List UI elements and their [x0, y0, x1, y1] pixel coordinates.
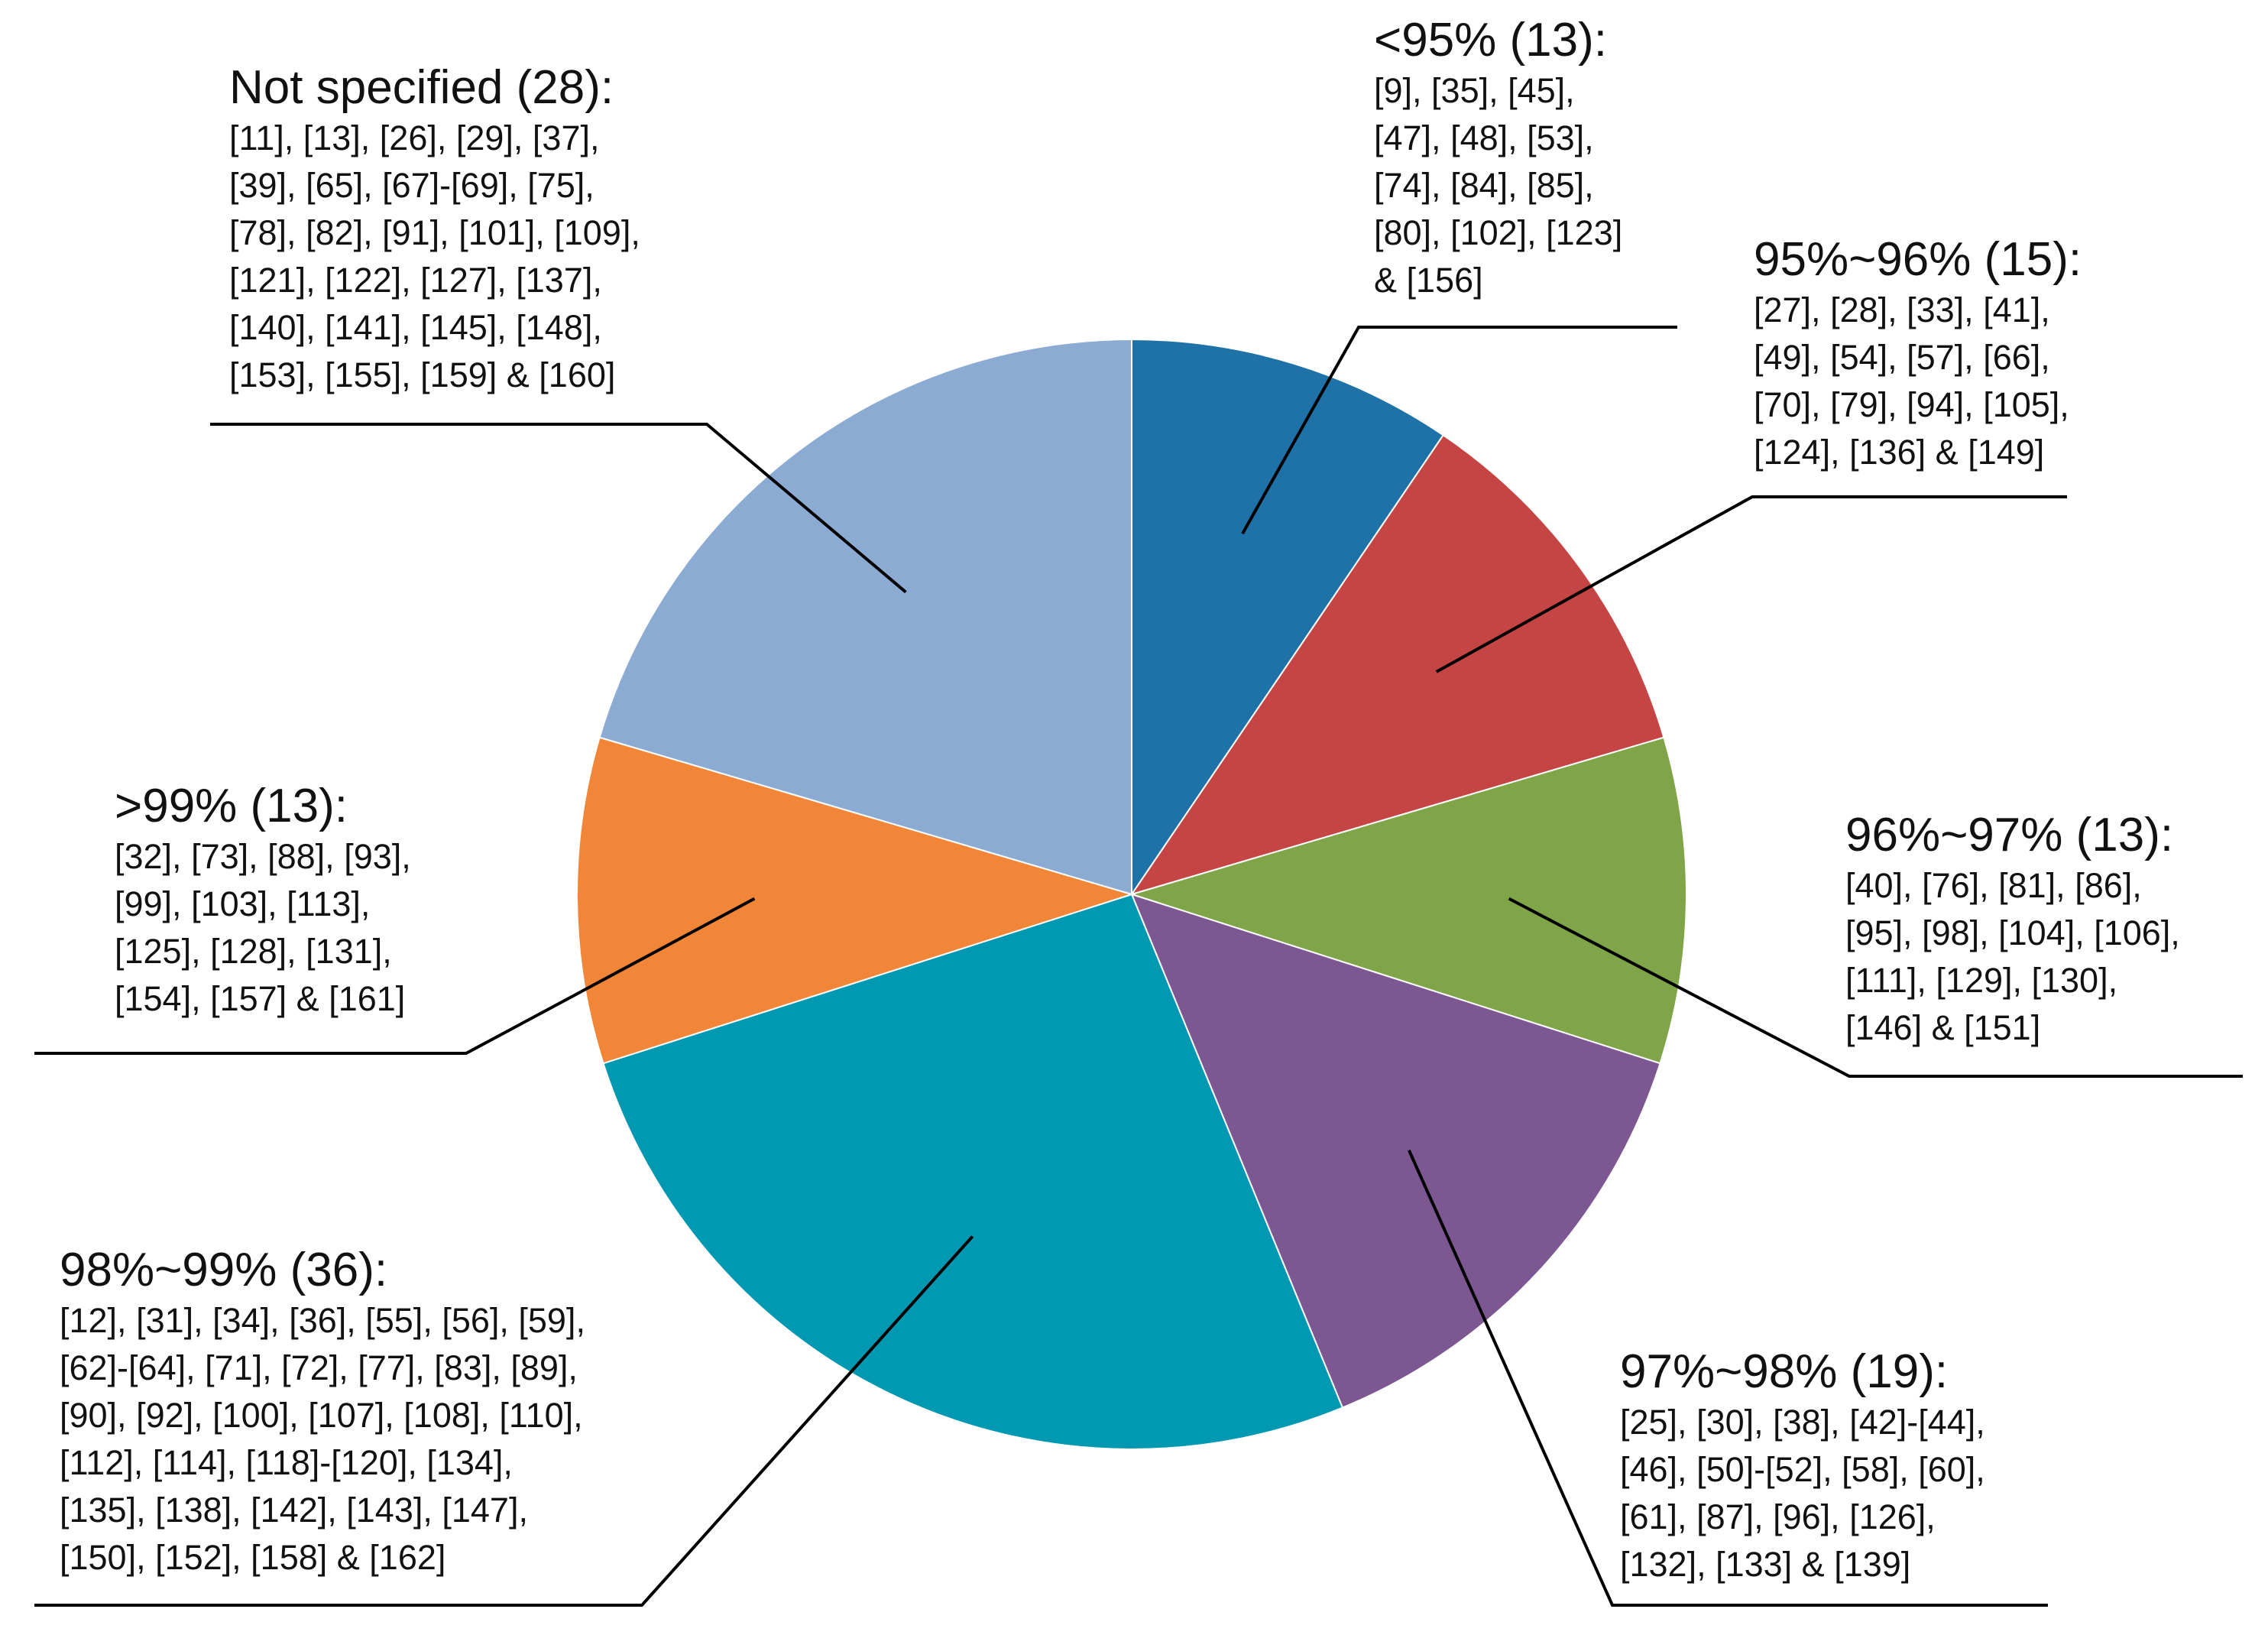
- ref-line: [11], [13], [26], [29], [37],: [229, 118, 600, 157]
- pie-slice-gt99: [576, 736, 1135, 1065]
- ref-line: [39], [65], [67]-[69], [75],: [229, 166, 595, 205]
- leader-lines: [34, 326, 2243, 1607]
- ref-line: [140], [141], [145], [148],: [229, 308, 602, 347]
- pie-slice-96to97: [1129, 736, 1687, 1065]
- ref-line: [62]-[64], [71], [72], [77], [83], [89],: [60, 1348, 578, 1387]
- label-98to99: 98%~99% (36): [12], [31], [34], [36], [5…: [60, 1244, 585, 1581]
- ref-line: & [156]: [1374, 261, 1483, 300]
- ref-line: [27], [28], [33], [41],: [1754, 290, 2050, 329]
- label-97to98: 97%~98% (19): [25], [30], [38], [42]-[44…: [1620, 1345, 1985, 1588]
- ref-line: [132], [133] & [139]: [1620, 1545, 1911, 1584]
- ref-line: [150], [152], [158] & [162]: [60, 1538, 446, 1577]
- ref-line: [46], [50]-[52], [58], [60],: [1620, 1450, 1985, 1489]
- pie-slice-97to98: [1130, 893, 1661, 1409]
- slice-title-95to96: 95%~96% (15):: [1754, 233, 2082, 286]
- slice-refs-95to96: [27], [28], [33], [41], [49], [54], [57]…: [1754, 287, 2082, 476]
- slice-title-gt99: >99% (13):: [115, 780, 348, 832]
- ref-line: [90], [92], [100], [107], [108], [110],: [60, 1396, 583, 1435]
- ref-line: [125], [128], [131],: [115, 932, 392, 971]
- ref-line: [49], [54], [57], [66],: [1754, 338, 2050, 377]
- ref-line: [25], [30], [38], [42]-[44],: [1620, 1403, 1985, 1442]
- pie-slices: [576, 338, 1687, 1450]
- leader-line-98to99: [34, 1235, 974, 1607]
- ref-line: [12], [31], [34], [36], [55], [56], [59]…: [60, 1301, 585, 1340]
- slice-title-96to97: 96%~97% (13):: [1845, 809, 2174, 861]
- leader-line-97to98: [1407, 1149, 2048, 1607]
- slice-refs-lt95: [9], [35], [45], [47], [48], [53], [74],…: [1374, 67, 1622, 304]
- pie-slice-lt95: [1131, 338, 1445, 897]
- label-lt95: <95% (13): [9], [35], [45], [47], [48], …: [1374, 14, 1622, 304]
- slice-title-98to99: 98%~99% (36):: [60, 1244, 388, 1296]
- slice-title-lt95: <95% (13):: [1374, 14, 1608, 67]
- ref-line: [9], [35], [45],: [1374, 71, 1575, 110]
- ref-line: [80], [102], [123]: [1374, 213, 1623, 252]
- ref-line: [112], [114], [118]-[120], [134],: [60, 1443, 513, 1482]
- ref-line: [61], [87], [96], [126],: [1620, 1497, 1936, 1536]
- leader-line-96to97: [1508, 897, 2243, 1078]
- pie-slice-95to96: [1129, 433, 1665, 896]
- ref-line: [40], [76], [81], [86],: [1845, 866, 2142, 905]
- pie-slice-notspec: [598, 338, 1132, 896]
- ref-line: [99], [103], [113],: [115, 884, 371, 923]
- ref-line: [32], [73], [88], [93],: [115, 837, 411, 876]
- leader-line-95to96: [1435, 495, 2067, 673]
- slice-refs-98to99: [12], [31], [34], [36], [55], [56], [59]…: [60, 1297, 585, 1581]
- pie-slice-98to99: [602, 893, 1344, 1450]
- ref-line: [153], [155], [159] & [160]: [229, 355, 616, 394]
- ref-line: [111], [129], [130],: [1845, 961, 2118, 1000]
- slice-refs-notspec: [11], [13], [26], [29], [37], [39], [65]…: [229, 115, 640, 399]
- slice-refs-96to97: [40], [76], [81], [86], [95], [98], [104…: [1845, 862, 2180, 1052]
- ref-line: [135], [138], [142], [143], [147],: [60, 1491, 528, 1530]
- ref-line: [95], [98], [104], [106],: [1845, 913, 2180, 952]
- ref-line: [124], [136] & [149]: [1754, 433, 2045, 472]
- ref-line: [154], [157] & [161]: [115, 979, 406, 1018]
- ref-line: [74], [84], [85],: [1374, 166, 1594, 205]
- ref-line: [78], [82], [91], [101], [109],: [229, 213, 640, 252]
- ref-line: [146] & [151]: [1845, 1008, 2041, 1047]
- label-95to96: 95%~96% (15): [27], [28], [33], [41], [4…: [1754, 233, 2082, 476]
- leader-line-notspec: [210, 423, 907, 594]
- slice-title-97to98: 97%~98% (19):: [1620, 1345, 1949, 1398]
- ref-line: [47], [48], [53],: [1374, 118, 1594, 157]
- label-96to97: 96%~97% (13): [40], [76], [81], [86], [9…: [1845, 809, 2180, 1052]
- leader-line-gt99: [34, 897, 756, 1055]
- slice-refs-gt99: [32], [73], [88], [93], [99], [103], [11…: [115, 833, 411, 1023]
- ref-line: [121], [122], [127], [137],: [229, 261, 602, 300]
- label-gt99: >99% (13): [32], [73], [88], [93], [99],…: [115, 780, 411, 1023]
- slice-title-notspec: Not specified (28):: [229, 61, 614, 114]
- slice-refs-97to98: [25], [30], [38], [42]-[44], [46], [50]-…: [1620, 1399, 1985, 1588]
- label-notspec: Not specified (28): [11], [13], [26], [2…: [229, 61, 640, 399]
- leader-line-lt95: [1241, 326, 1677, 535]
- ref-line: [70], [79], [94], [105],: [1754, 385, 2069, 424]
